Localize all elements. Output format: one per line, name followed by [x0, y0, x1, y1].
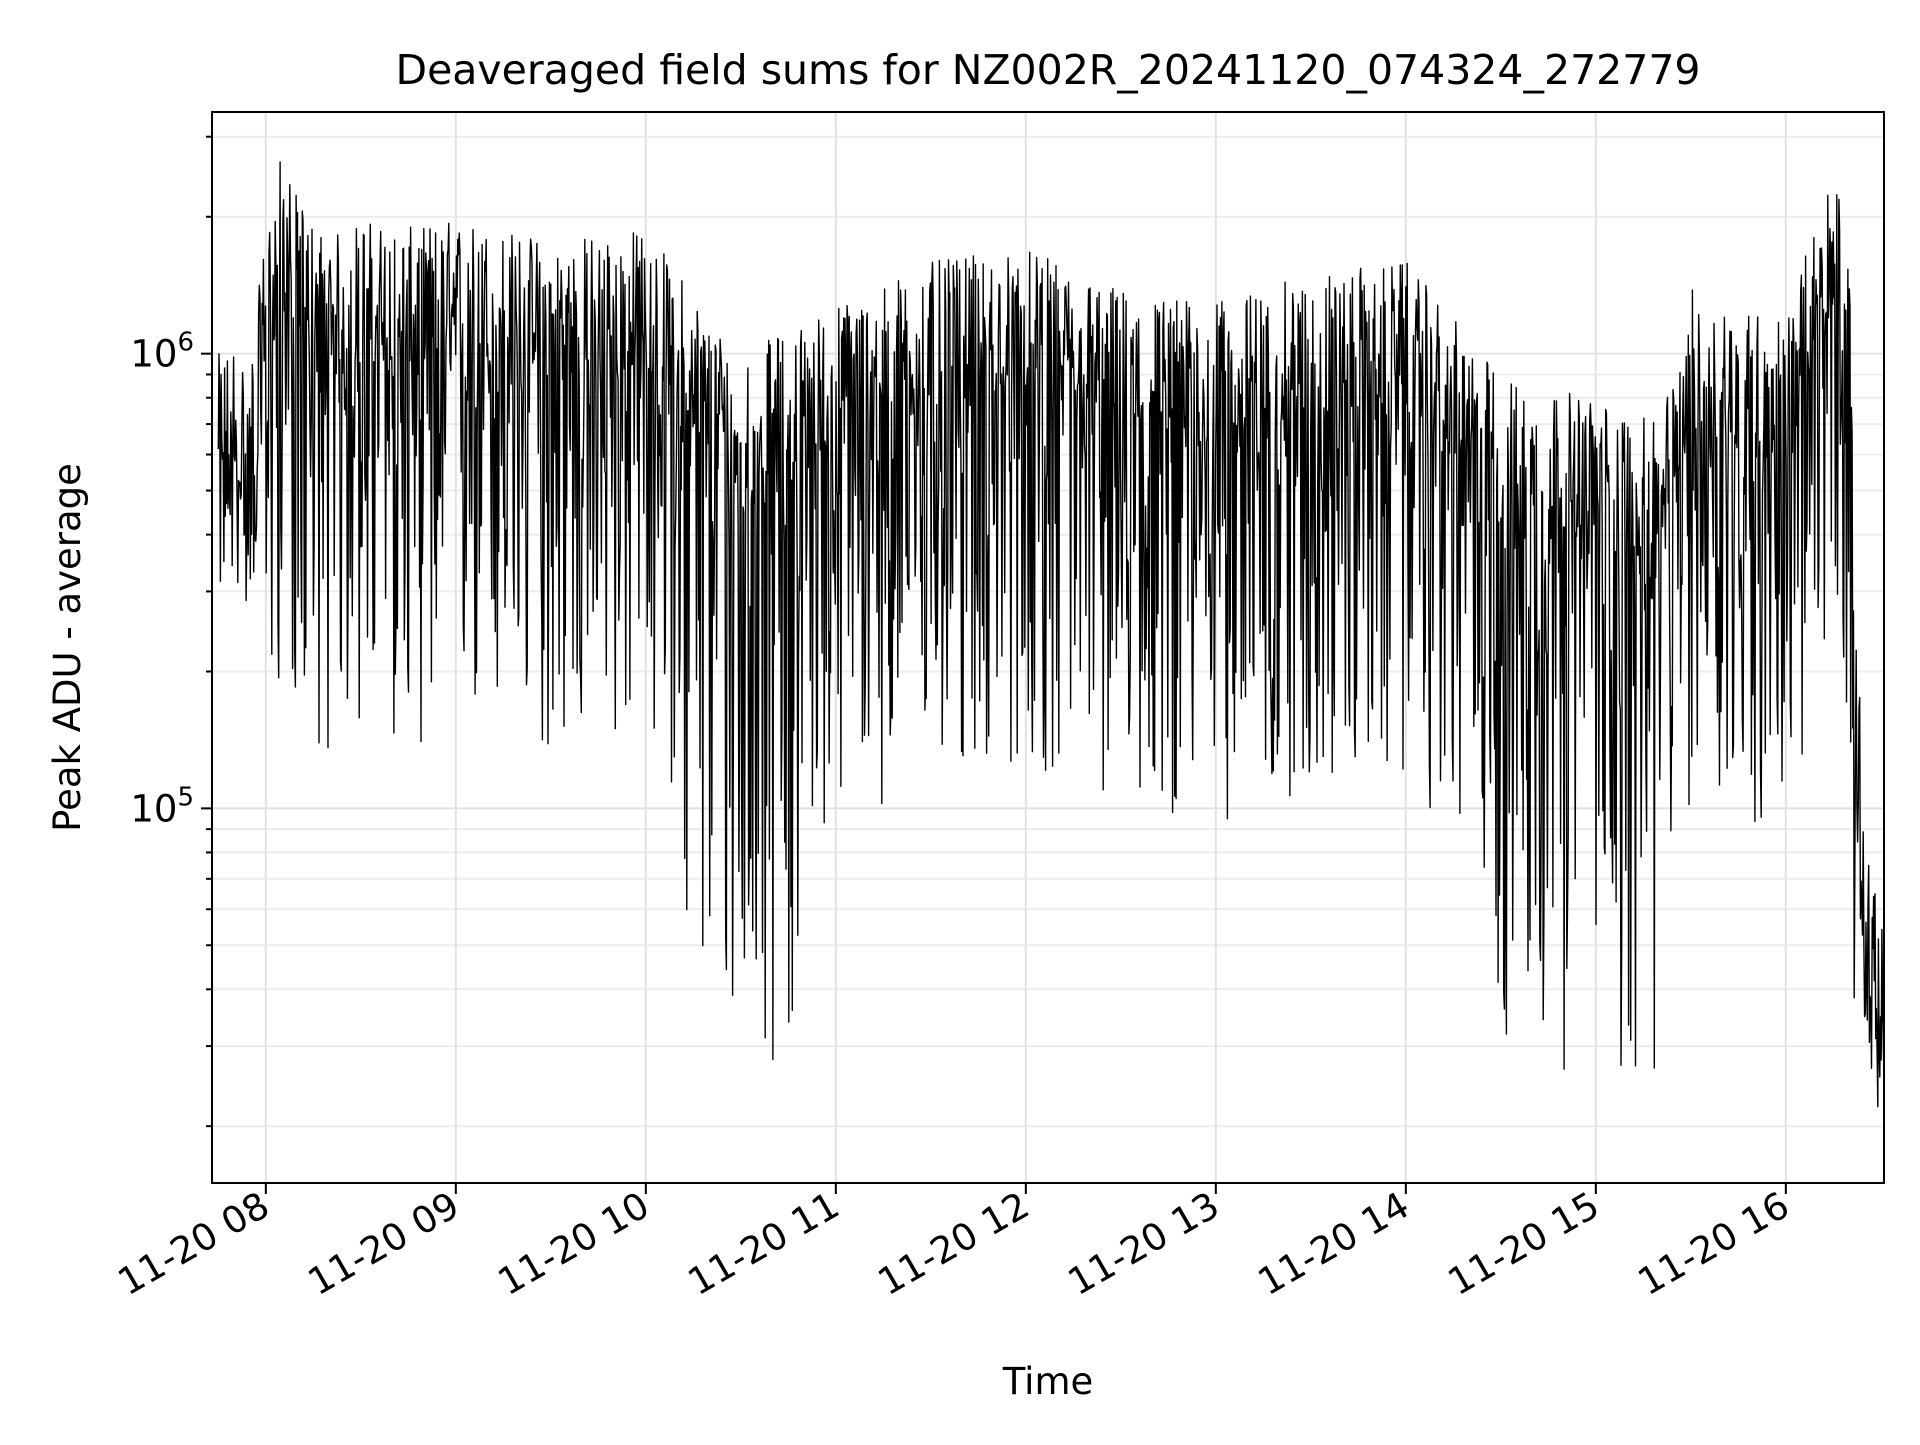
- y-tick-label: 106: [130, 328, 194, 376]
- line-layer: [217, 161, 1885, 1108]
- x-tick-label: 11-20 10: [491, 1184, 657, 1304]
- chart-title: Deaveraged field sums for NZ002R_2024112…: [396, 46, 1701, 94]
- series-line: [217, 161, 1885, 1108]
- x-tick-label: 11-20 16: [1631, 1184, 1797, 1304]
- x-tick-label: 11-20 15: [1441, 1184, 1607, 1304]
- x-tick-label: 11-20 09: [301, 1184, 467, 1304]
- x-tick-label: 11-20 12: [871, 1184, 1037, 1304]
- x-axis-label: Time: [1002, 1360, 1094, 1403]
- x-tick-label: 11-20 14: [1251, 1184, 1417, 1304]
- x-tick-label: 11-20 08: [111, 1184, 277, 1304]
- x-tick-label: 11-20 11: [681, 1184, 847, 1304]
- x-tick-layer: 11-20 08 11-20 09 11-20 10 11-20 11 11-20 12…: [111, 1183, 1797, 1304]
- y-axis-label: Peak ADU - average: [46, 463, 89, 832]
- x-tick-label: 11-20 13: [1061, 1184, 1227, 1304]
- plot-frame: [211, 111, 1885, 1184]
- y-tick-layer: 105 106: [130, 135, 212, 1128]
- y-tick-label: 105: [130, 782, 194, 830]
